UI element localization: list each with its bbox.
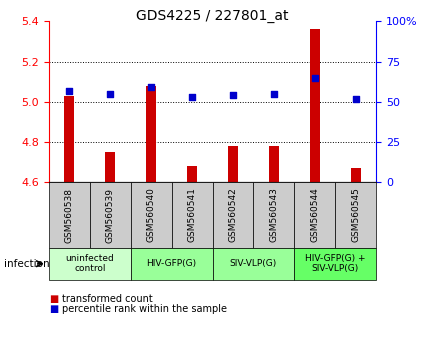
Bar (49, 182, 90, 248)
Bar (310, 29, 320, 182)
Bar (294, 182, 335, 248)
Point (148, 85, 155, 90)
Text: GDS4225 / 227801_at: GDS4225 / 227801_at (136, 9, 289, 23)
Bar (253, 182, 294, 248)
Text: transformed count: transformed count (62, 294, 153, 304)
Point (66, 88, 73, 93)
Text: GSM560544: GSM560544 (310, 188, 319, 242)
Bar (105, 152, 115, 182)
Bar (90, 182, 131, 248)
Text: GSM560541: GSM560541 (187, 188, 196, 242)
Text: GSM560542: GSM560542 (229, 188, 238, 242)
Point (312, 75, 318, 80)
Bar (294, 248, 376, 280)
Bar (187, 166, 197, 182)
Point (230, 92, 236, 98)
Text: ■: ■ (49, 304, 58, 314)
Text: GSM560545: GSM560545 (351, 188, 360, 242)
Text: infection: infection (4, 259, 50, 269)
Bar (131, 182, 172, 248)
Text: GSM560539: GSM560539 (106, 188, 115, 242)
Text: percentile rank within the sample: percentile rank within the sample (62, 304, 227, 314)
Bar (335, 182, 376, 248)
Text: HIV-GFP(G): HIV-GFP(G) (147, 259, 197, 268)
Point (189, 94, 196, 100)
Bar (351, 168, 361, 182)
Bar (212, 248, 294, 280)
Point (107, 91, 113, 97)
Bar (172, 182, 212, 248)
Point (270, 91, 277, 97)
Bar (228, 146, 238, 182)
Text: GSM560538: GSM560538 (65, 188, 74, 242)
Bar (131, 248, 212, 280)
Text: GSM560543: GSM560543 (269, 188, 278, 242)
Bar (49, 248, 131, 280)
Bar (64, 96, 74, 182)
Bar (146, 86, 156, 182)
Text: HIV-GFP(G) +
SIV-VLP(G): HIV-GFP(G) + SIV-VLP(G) (305, 254, 366, 273)
Text: ■: ■ (49, 294, 58, 304)
Text: GSM560540: GSM560540 (147, 188, 156, 242)
Text: SIV-VLP(G): SIV-VLP(G) (230, 259, 277, 268)
Bar (212, 182, 253, 248)
Bar (269, 146, 279, 182)
Point (352, 96, 359, 101)
Text: uninfected
control: uninfected control (65, 254, 114, 273)
